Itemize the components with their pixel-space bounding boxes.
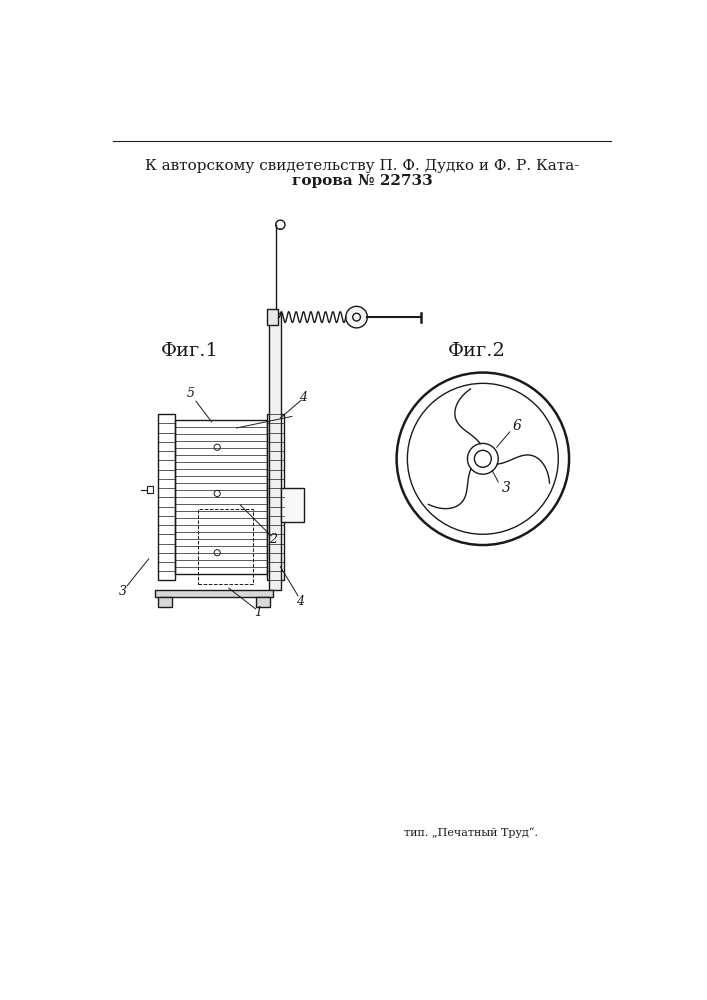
Bar <box>267 414 284 580</box>
Text: 3: 3 <box>119 585 127 598</box>
Bar <box>147 486 153 493</box>
Bar <box>257 597 270 607</box>
Text: 4: 4 <box>298 391 307 404</box>
Text: Φиг.1: Φиг.1 <box>161 342 219 360</box>
Text: 5: 5 <box>186 387 194 400</box>
Bar <box>175 420 267 574</box>
Bar <box>267 309 278 325</box>
Bar <box>269 312 281 590</box>
Text: горова № 22733: горова № 22733 <box>291 174 432 188</box>
Bar <box>158 414 175 580</box>
Text: 6: 6 <box>513 419 522 433</box>
Text: 2: 2 <box>269 533 277 546</box>
Text: Φиг.2: Φиг.2 <box>448 342 506 360</box>
Circle shape <box>346 306 368 328</box>
Text: К авторскому свидетельству П. Ф. Дудко и Ф. Р. Ката-: К авторскому свидетельству П. Ф. Дудко и… <box>145 159 579 173</box>
Text: тип. „Печатный Труд“.: тип. „Печатный Труд“. <box>404 827 538 838</box>
Text: 4: 4 <box>296 595 303 608</box>
Text: 1: 1 <box>254 606 262 619</box>
Bar <box>281 488 304 522</box>
Bar <box>158 597 172 607</box>
Text: 3: 3 <box>501 481 510 495</box>
Bar <box>155 590 274 597</box>
Bar <box>198 509 253 584</box>
